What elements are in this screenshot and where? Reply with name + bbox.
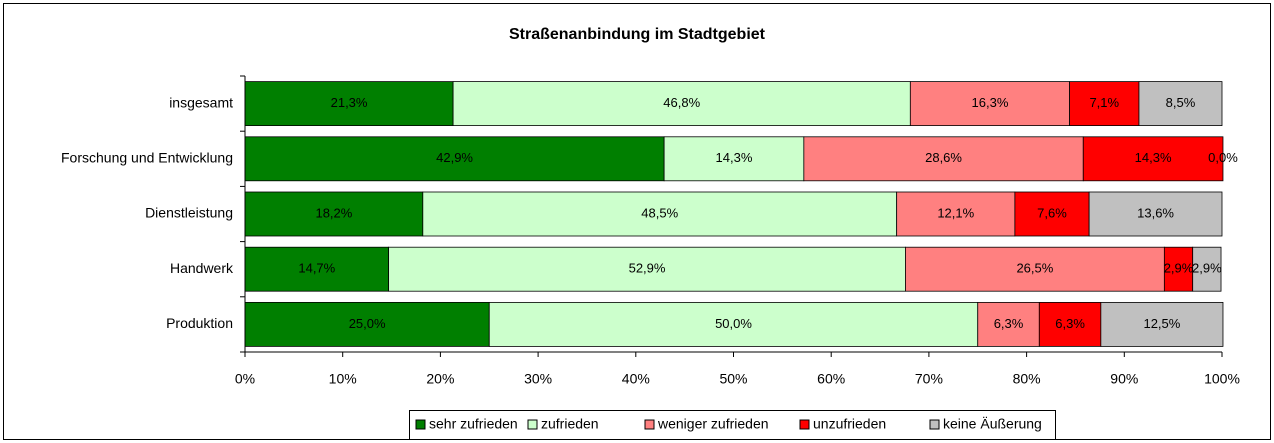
bar-segment (1082, 136, 1224, 182)
bar-segment (244, 81, 454, 126)
x-tick-label: 30% (524, 371, 552, 387)
legend-label: zufrieden (541, 416, 599, 432)
y-tick-label: Produktion (166, 315, 233, 331)
bar-segment (1163, 246, 1194, 292)
x-tick-label: 40% (622, 371, 650, 387)
legend-box (409, 410, 1056, 440)
bar-segment (1088, 191, 1223, 237)
y-tick-label: Forschung und Entwicklung (61, 150, 233, 166)
bar-segment (1100, 301, 1224, 347)
data-label: 42,9% (436, 150, 473, 165)
data-label: 13,6% (1137, 205, 1174, 220)
data-label: 12,5% (1143, 316, 1180, 331)
bar-segment (244, 136, 665, 182)
bar-segment (1192, 246, 1222, 292)
y-tick-label: Handwerk (170, 260, 234, 276)
bar-segment (452, 81, 911, 126)
data-label: 18,2% (315, 205, 352, 220)
legend-swatch (929, 419, 940, 430)
data-label: 7,6% (1037, 205, 1067, 220)
y-tick-label: insgesamt (169, 94, 233, 110)
data-label: 52,9% (629, 261, 666, 276)
bar-segment (1069, 81, 1140, 126)
data-label: 8,5% (1166, 95, 1196, 110)
data-label: 25,0% (349, 316, 386, 331)
bar-segment (1014, 191, 1090, 237)
bar-segment (422, 191, 898, 237)
bar-segment (896, 191, 1016, 237)
x-tick-label: 100% (1204, 371, 1240, 387)
bar-segment (1138, 81, 1223, 126)
x-tick-label: 50% (719, 371, 747, 387)
x-tick-label: 70% (915, 371, 943, 387)
legend-swatch (415, 419, 426, 430)
bar-segment (909, 81, 1070, 126)
data-label: 0,0% (1208, 150, 1238, 165)
y-tick-label: Dienstleistung (145, 205, 233, 221)
chart-title: Straßenanbindung im Stadtgebiet (509, 26, 766, 43)
legend-label: keine Äußerung (943, 416, 1042, 432)
legend-swatch (799, 419, 810, 430)
bar-segment (663, 136, 805, 182)
x-tick-label: 60% (817, 371, 845, 387)
x-tick-label: 90% (1110, 371, 1138, 387)
x-tick-label: 80% (1013, 371, 1041, 387)
data-label: 21,3% (331, 95, 368, 110)
data-label: 14,3% (1135, 150, 1172, 165)
x-tick-label: 10% (329, 371, 357, 387)
x-tick-label: 20% (426, 371, 454, 387)
data-label: 48,5% (641, 205, 678, 220)
data-label: 2,9% (1164, 261, 1194, 276)
x-tick-label: 0% (235, 371, 255, 387)
data-label: 26,5% (1016, 261, 1053, 276)
legend-label: unzufrieden (813, 416, 886, 432)
legend-label: sehr zufrieden (429, 416, 518, 432)
bar-segment (803, 136, 1084, 182)
legend-label: weniger zufrieden (657, 416, 769, 432)
bar-segment (388, 246, 906, 292)
data-label: 14,7% (298, 261, 335, 276)
data-label: 14,3% (716, 150, 753, 165)
bar-segment (905, 246, 1165, 292)
data-label: 6,3% (1055, 316, 1085, 331)
data-label: 28,6% (925, 150, 962, 165)
data-label: 12,1% (937, 205, 974, 220)
legend-swatch (644, 419, 655, 430)
data-label: 50,0% (715, 316, 752, 331)
data-label: 6,3% (994, 316, 1024, 331)
bar-segment (488, 301, 979, 347)
data-label: 46,8% (663, 95, 700, 110)
data-label: 2,9% (1192, 261, 1222, 276)
legend-swatch (527, 419, 538, 430)
bar-segment (244, 301, 490, 347)
bar-segment (977, 301, 1040, 347)
data-label: 16,3% (972, 95, 1009, 110)
data-label: 7,1% (1089, 95, 1119, 110)
